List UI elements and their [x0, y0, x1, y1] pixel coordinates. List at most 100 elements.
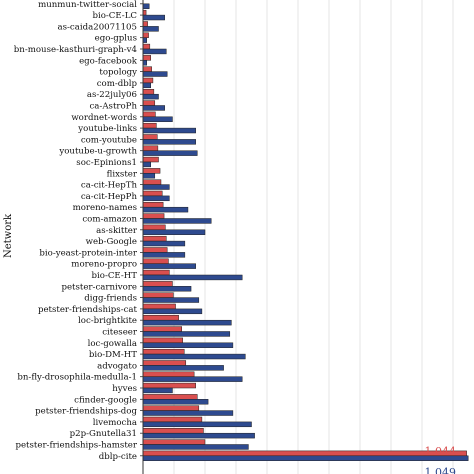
bar-red [142, 371, 195, 377]
bar-blue [142, 432, 255, 439]
bar-blue [142, 229, 206, 235]
bar-red [142, 145, 159, 151]
bar-blue [142, 3, 150, 9]
category-label: digg-friends [84, 294, 137, 304]
data-label-blue: 1.049 [425, 466, 457, 474]
bar-blue [142, 297, 200, 303]
category-label: com-dblp [97, 79, 138, 89]
bar-red [142, 77, 154, 84]
bar-blue [142, 331, 231, 337]
category-label: ca-cit-HepTh [81, 181, 138, 191]
bar-red [142, 281, 173, 287]
category-label: bio-CE-HT [92, 271, 138, 281]
category-label: wordnet-words [71, 113, 137, 123]
bar-blue [142, 319, 232, 326]
bar-blue [142, 263, 196, 269]
bar-blue [142, 399, 209, 405]
category-label: bio-CE-LC [92, 11, 137, 21]
category-label: munmun-twitter-social [38, 0, 137, 10]
category-label: petster-friendships-hamster [15, 441, 137, 451]
bar-red [142, 337, 183, 344]
category-label: as-22july06 [87, 90, 137, 100]
bar-blue [142, 71, 168, 77]
category-label: p2p-Gnutella31 [70, 429, 137, 439]
bar-blue [142, 421, 252, 428]
bar-red [142, 292, 174, 298]
bar-blue [142, 410, 234, 416]
bars [142, 3, 469, 461]
bar-red [142, 32, 149, 38]
bar-red [142, 235, 167, 242]
category-label: ego-gplus [95, 34, 137, 44]
bar-blue [142, 60, 147, 66]
bar-blue [142, 48, 167, 55]
category-label: petster-friendships-cat [38, 305, 138, 315]
y-axis-label: Network [3, 213, 14, 258]
bar-red [142, 382, 196, 389]
bar-blue [142, 240, 186, 247]
bar-red [142, 190, 163, 197]
category-label: petster-friendships-dog [35, 407, 137, 417]
bar-red [142, 134, 158, 140]
bar-red [142, 450, 467, 457]
data-label-red: 1.044 [425, 445, 457, 458]
category-label: citeseer [102, 328, 138, 338]
category-label: loc-brightkite [78, 316, 137, 326]
category-label: soc-Epinions1 [76, 158, 137, 168]
bar-blue [142, 150, 198, 156]
category-label: hyves [112, 384, 137, 394]
category-label: ca-cit-HepPh [81, 192, 138, 202]
category-label: com-amazon [82, 215, 137, 225]
category-label: topology [99, 68, 137, 78]
bar-blue [142, 308, 203, 315]
category-label: ego-facebook [79, 56, 138, 66]
bar-red [142, 89, 155, 95]
bar-red [142, 416, 203, 423]
bar-blue [142, 274, 243, 281]
bar-red [142, 202, 164, 208]
bar-red [142, 326, 182, 332]
bar-red [142, 360, 187, 366]
bar-red [142, 66, 152, 72]
bar-blue [142, 444, 249, 450]
category-label: bn-mouse-kasthuri-graph-v4 [14, 45, 138, 55]
bar-red [142, 428, 204, 434]
category-tick-labels: munmun-twitter-socialbio-CE-LCas-caida20… [14, 0, 143, 462]
bar-blue [142, 93, 159, 100]
category-label: cfinder-google [74, 395, 137, 405]
category-label: moreno-names [73, 203, 137, 213]
bar-red [142, 394, 198, 400]
bar-red [142, 439, 206, 445]
category-label: loc-gowalla [88, 339, 137, 349]
bar-red [142, 247, 168, 253]
bar-red [142, 315, 179, 321]
category-label: dblp-cite [99, 452, 137, 462]
bar-red [142, 100, 156, 106]
bar-blue [142, 127, 196, 134]
category-label: ca-AstroPh [89, 102, 137, 112]
bar-red [142, 224, 166, 231]
bar-blue [142, 218, 212, 224]
category-label: youtube-links [77, 124, 137, 134]
bar-blue [142, 173, 156, 179]
bar-blue [142, 455, 469, 461]
bar-red [142, 303, 176, 310]
category-label: petster-carnivore [61, 282, 137, 292]
category-label: as-caida20071105 [58, 22, 138, 32]
bar-blue [142, 206, 189, 213]
bar-blue [142, 252, 186, 258]
category-label: com-youtube [81, 135, 137, 145]
bar-red [142, 405, 200, 411]
bar-red [142, 111, 156, 118]
bar-blue [142, 387, 173, 394]
bar-blue [142, 184, 170, 190]
bar-blue [142, 342, 234, 348]
bar-blue [142, 376, 243, 382]
bar-red [142, 213, 165, 219]
bar-red [142, 43, 151, 50]
bar-blue [142, 353, 246, 360]
category-label: youtube-u-growth [58, 147, 137, 157]
category-label: bn-fly-drosophila-medulla-1 [17, 373, 137, 383]
category-label: bio-yeast-protein-inter [39, 248, 137, 258]
